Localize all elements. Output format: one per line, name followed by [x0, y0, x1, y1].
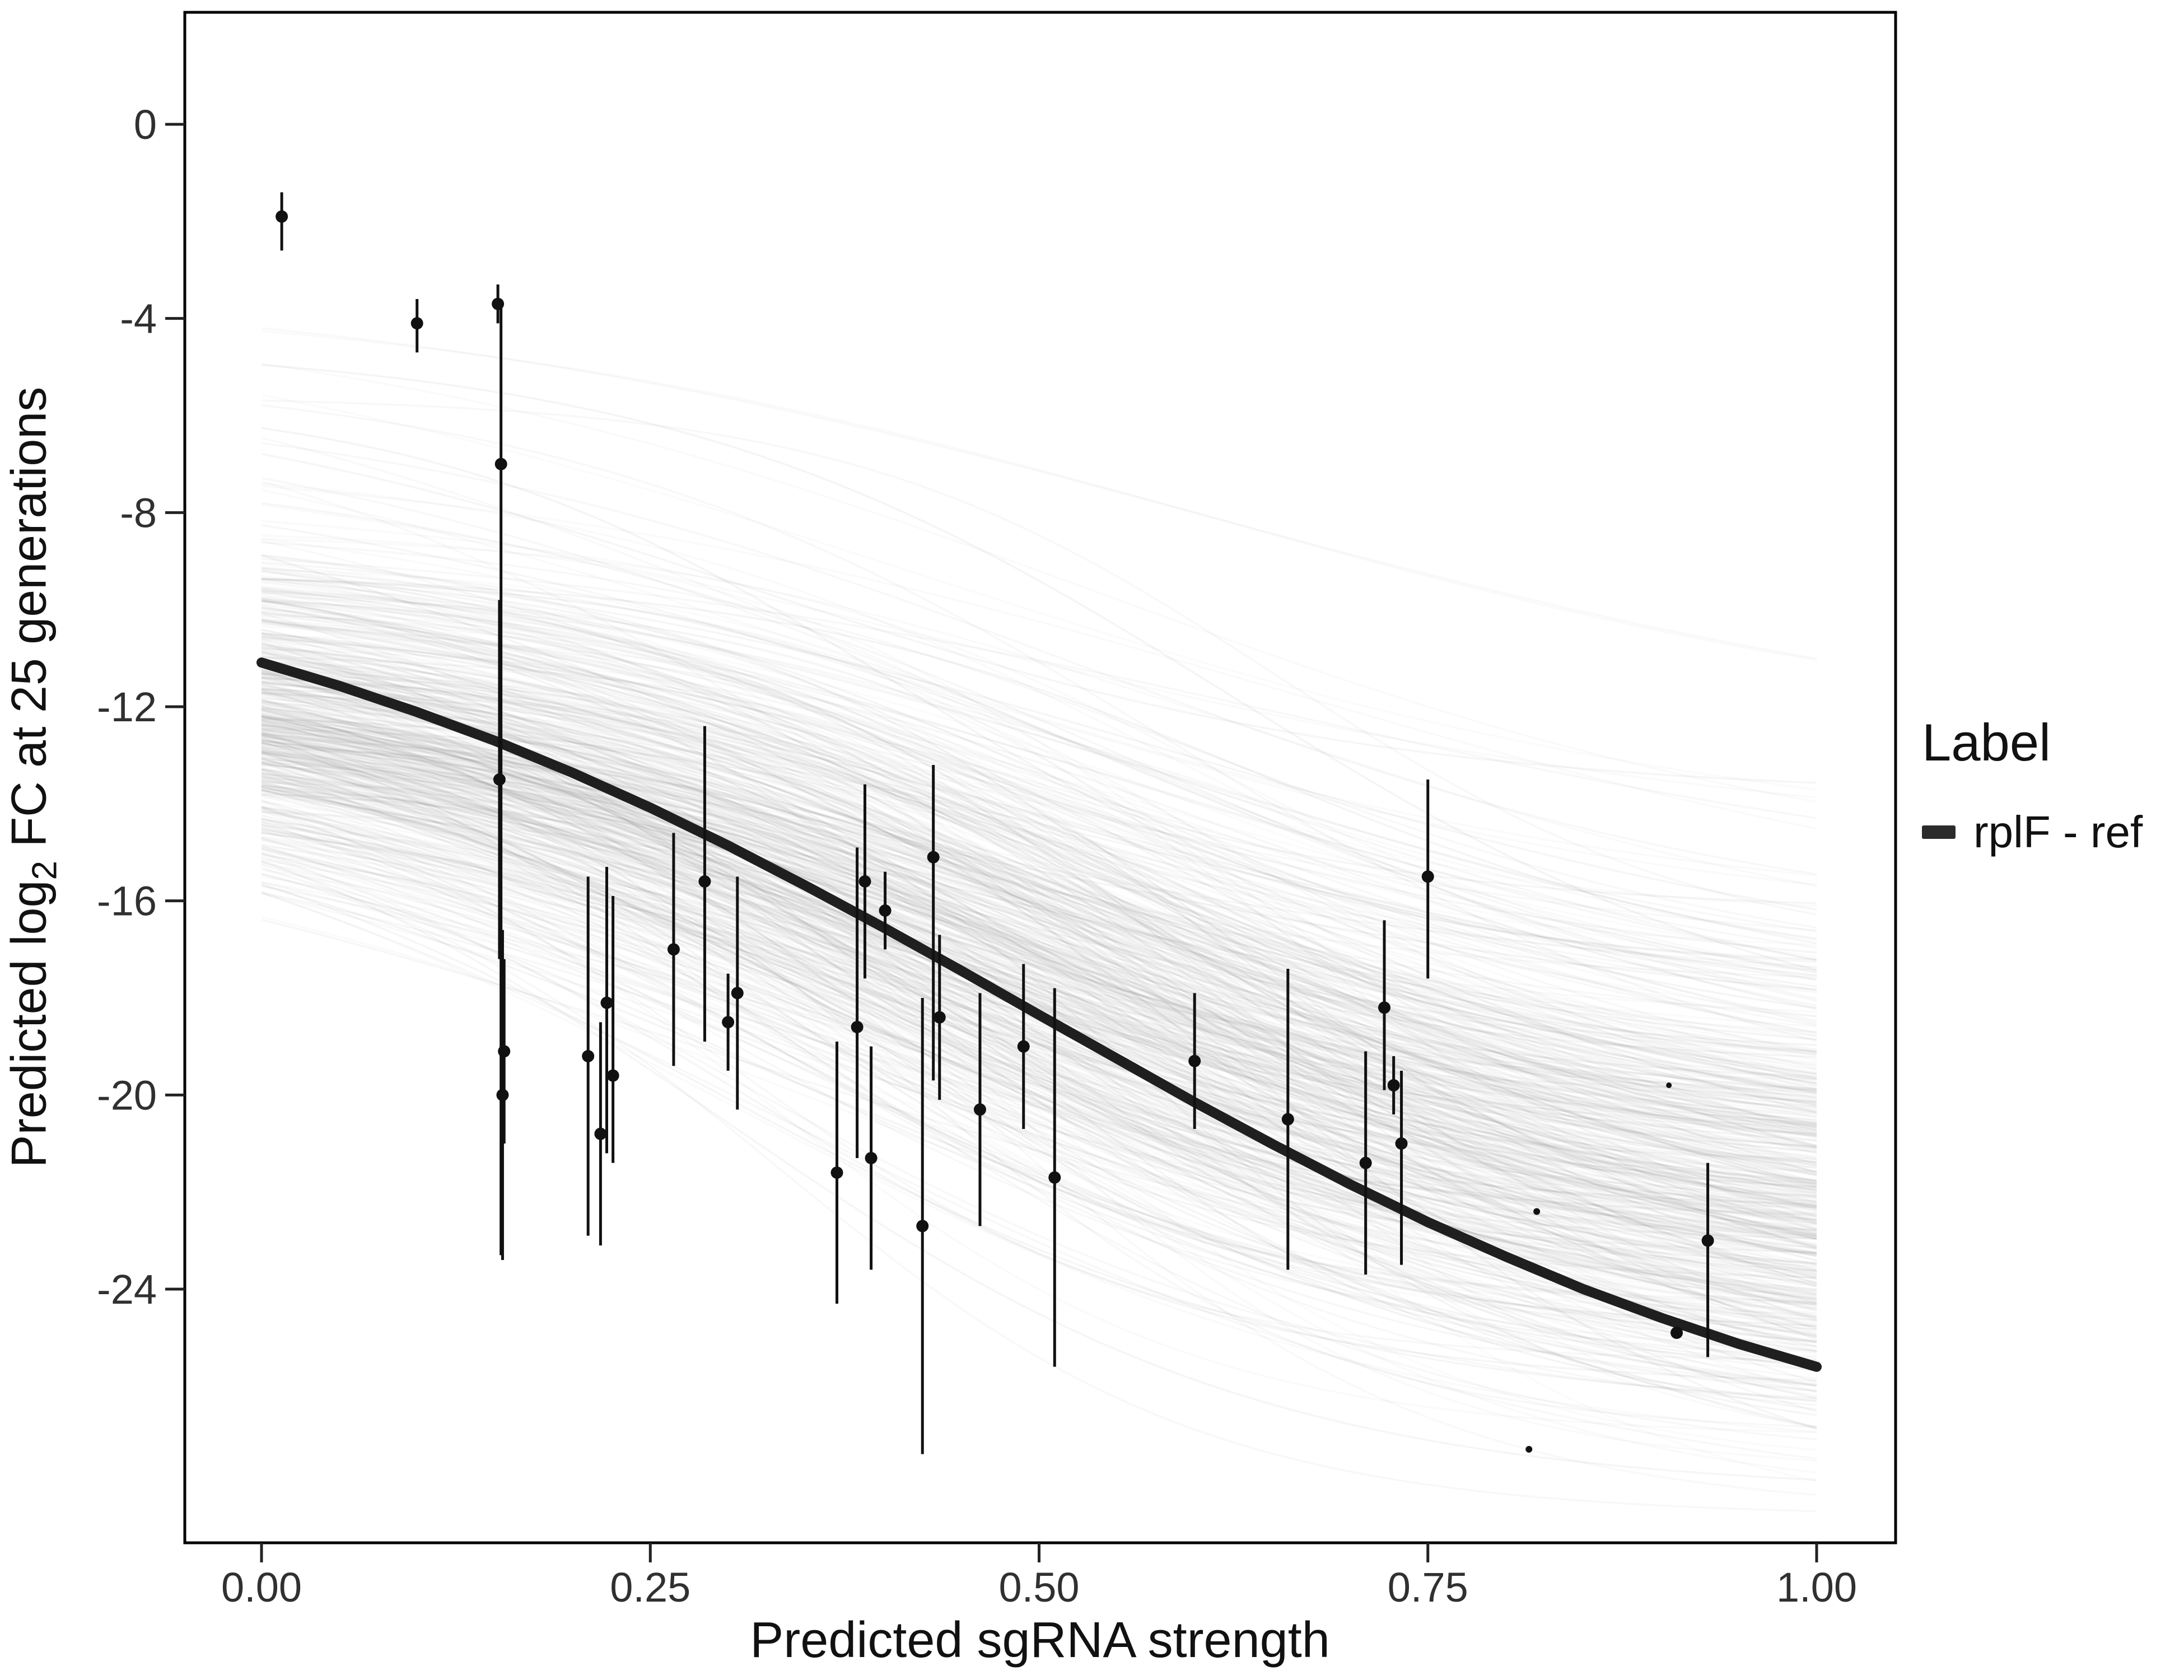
data-point [1359, 1156, 1372, 1169]
data-point [1378, 1001, 1390, 1014]
data-point [1048, 1171, 1061, 1184]
data-point [1395, 1137, 1408, 1150]
x-tick-label: 0.75 [1388, 1564, 1468, 1611]
y-axis-title-pre: Predicted log [1, 880, 57, 1168]
data-point [582, 1050, 595, 1062]
y-axis-title-sub: 2 [25, 861, 64, 880]
plot-panel [185, 12, 1896, 1543]
legend-key-line-icon [1922, 825, 1956, 839]
data-point [858, 875, 871, 888]
y-tick-label: -12 [97, 684, 157, 730]
y-tick-label: -20 [97, 1072, 157, 1118]
data-point [865, 1152, 878, 1164]
data-point [1701, 1234, 1714, 1247]
data-point [698, 875, 711, 888]
fit-curve [256, 657, 1822, 1372]
x-tick-label: 0.00 [221, 1564, 302, 1611]
data-point [1670, 1327, 1683, 1339]
data-points [276, 192, 1714, 1454]
legend-item-label: rplF - ref [1973, 807, 2143, 857]
data-point [493, 773, 506, 786]
data-point [1533, 1208, 1541, 1215]
data-point [498, 1045, 511, 1058]
x-tick-label: 0.50 [998, 1564, 1079, 1611]
data-point [1387, 1079, 1400, 1091]
data-point [494, 458, 507, 470]
data-point [1188, 1054, 1201, 1067]
legend-title: Label [1922, 713, 2051, 772]
y-tick-label: -16 [97, 878, 157, 925]
y-tick-label: 0 [134, 101, 157, 148]
data-point [1017, 1040, 1030, 1053]
data-point [1421, 870, 1434, 883]
data-point [916, 1220, 929, 1233]
data-point [879, 904, 892, 917]
data-point [731, 987, 744, 1000]
legend: Label rplF - ref [1922, 712, 2143, 858]
data-point [927, 851, 940, 864]
y-axis-title-post: FC at 25 generations [1, 386, 57, 861]
data-point [851, 1021, 864, 1033]
data-point [667, 943, 680, 956]
x-axis-title: Predicted sgRNA strength [750, 1612, 1330, 1668]
x-tick-label: 0.25 [610, 1564, 690, 1611]
y-axis-title: Predicted log2 FC at 25 generations [1, 387, 65, 1168]
x-tick-label: 1.00 [1776, 1564, 1857, 1611]
data-point [933, 1011, 946, 1024]
data-point [496, 1089, 509, 1102]
y-tick-label: -8 [120, 489, 157, 536]
data-point [594, 1127, 607, 1140]
y-tick-label: -24 [97, 1266, 157, 1313]
data-point [1281, 1113, 1294, 1126]
data-point [606, 1069, 619, 1082]
data-point [722, 1016, 735, 1029]
data-point [1525, 1446, 1533, 1453]
data-point [410, 317, 423, 330]
data-point [600, 996, 613, 1009]
data-point [830, 1166, 843, 1179]
legend-item-rplF-ref: rplF - ref [1922, 806, 2143, 858]
data-point [276, 210, 288, 223]
y-tick-label: -4 [120, 296, 157, 342]
data-point [1666, 1082, 1672, 1088]
data-point [973, 1103, 986, 1116]
